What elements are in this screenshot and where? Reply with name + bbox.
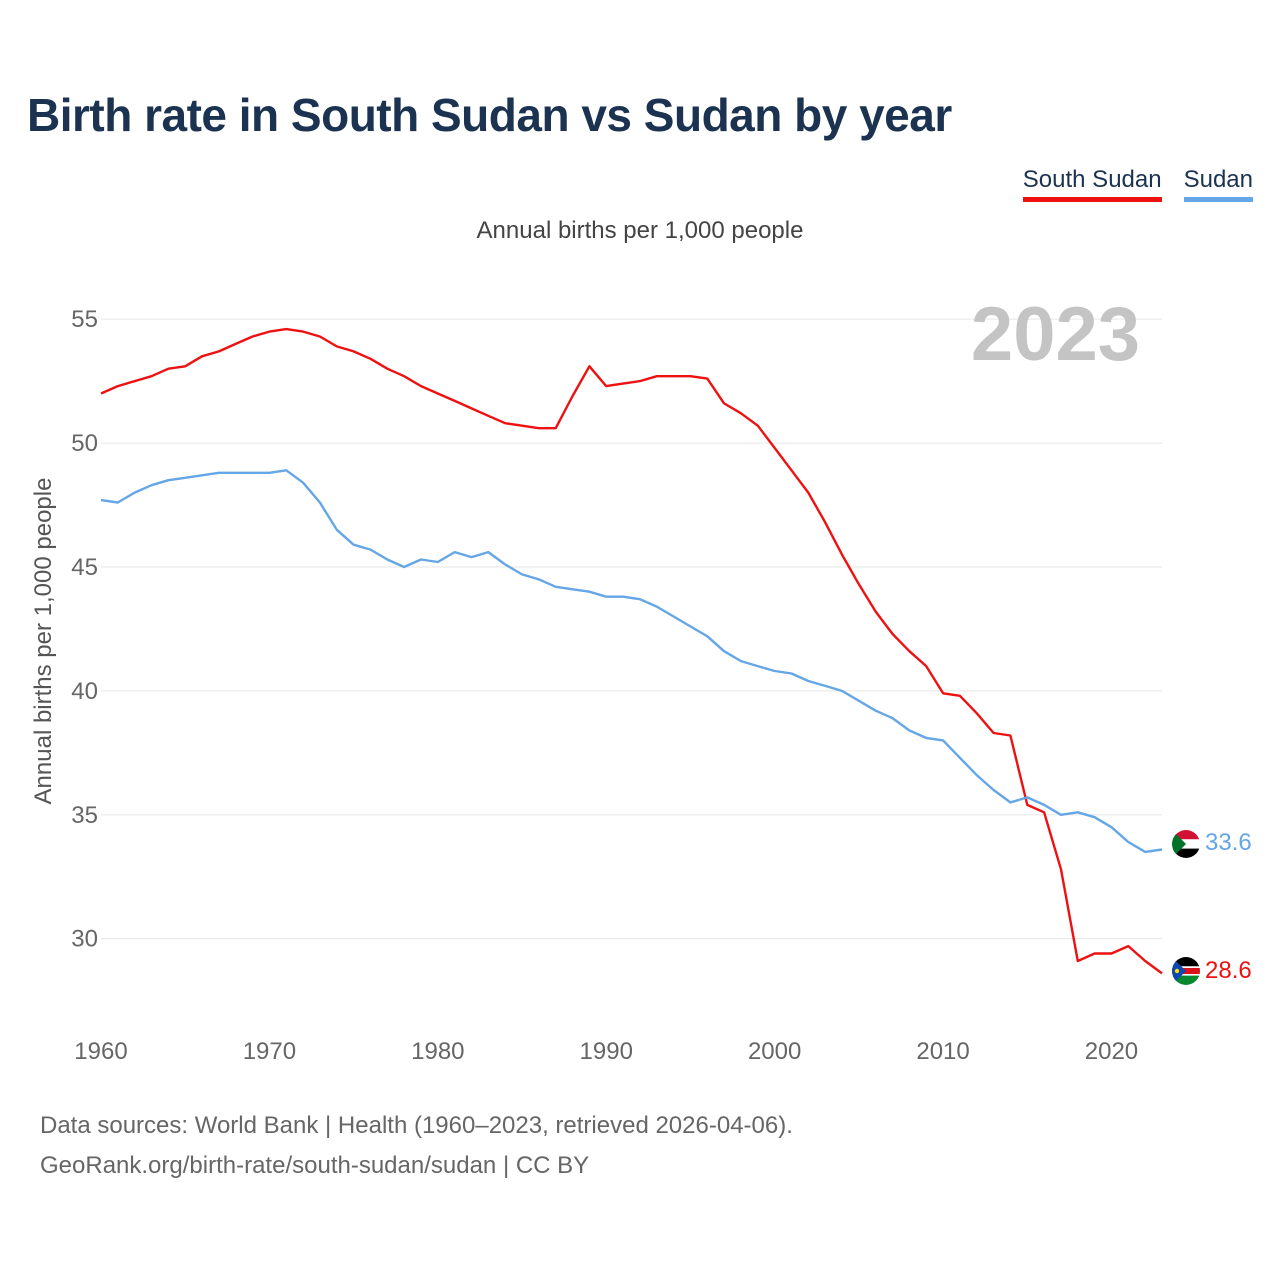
y-tick-label: 30 <box>71 926 98 953</box>
legend: South Sudan Sudan <box>1022 166 1253 202</box>
page-title: Birth rate in South Sudan vs Sudan by ye… <box>27 89 952 141</box>
y-axis-ticks: 30 35 40 45 50 55 <box>71 306 98 952</box>
south-sudan-flag-icon <box>1172 957 1200 985</box>
y-tick-label: 55 <box>71 306 98 333</box>
x-tick-label: 1980 <box>411 1038 464 1065</box>
x-tick-label: 2000 <box>748 1038 801 1065</box>
chart-subtitle: Annual births per 1,000 people <box>476 217 804 244</box>
legend-item-sudan[interactable]: Sudan <box>1183 166 1253 202</box>
source-link[interactable]: GeoRank.org/birth-rate/south-sudan/sudan… <box>40 1152 590 1179</box>
x-tick-label: 1960 <box>74 1038 127 1065</box>
legend-item-south-sudan[interactable]: South Sudan <box>1022 166 1162 202</box>
y-tick-label: 50 <box>71 430 98 457</box>
series-line-sudan <box>100 469 1163 854</box>
y-tick-label: 40 <box>71 678 98 705</box>
data-source-note: Data sources: World Bank | Health (1960–… <box>40 1112 793 1139</box>
series-lines <box>100 327 1163 975</box>
footer: Data sources: World Bank | Health (1960–… <box>40 1106 793 1186</box>
year-watermark: 2023 <box>971 292 1140 377</box>
x-tick-label: 2020 <box>1085 1038 1138 1065</box>
gridlines <box>101 318 1162 940</box>
end-label-sudan: 33.6 <box>1205 829 1252 856</box>
x-axis-ticks: 1960 1970 1980 1990 2000 2010 2020 <box>74 1038 1138 1065</box>
x-tick-label: 1970 <box>243 1038 296 1065</box>
sudan-flag-icon <box>1172 830 1200 858</box>
y-tick-label: 35 <box>71 802 98 829</box>
series-line-south-sudan <box>100 327 1163 975</box>
end-label-south-sudan: 28.6 <box>1205 957 1252 984</box>
y-axis-label: Annual births per 1,000 people <box>30 478 57 805</box>
x-tick-label: 2010 <box>916 1038 969 1065</box>
x-tick-label: 1990 <box>580 1038 633 1065</box>
y-tick-label: 45 <box>71 554 98 581</box>
